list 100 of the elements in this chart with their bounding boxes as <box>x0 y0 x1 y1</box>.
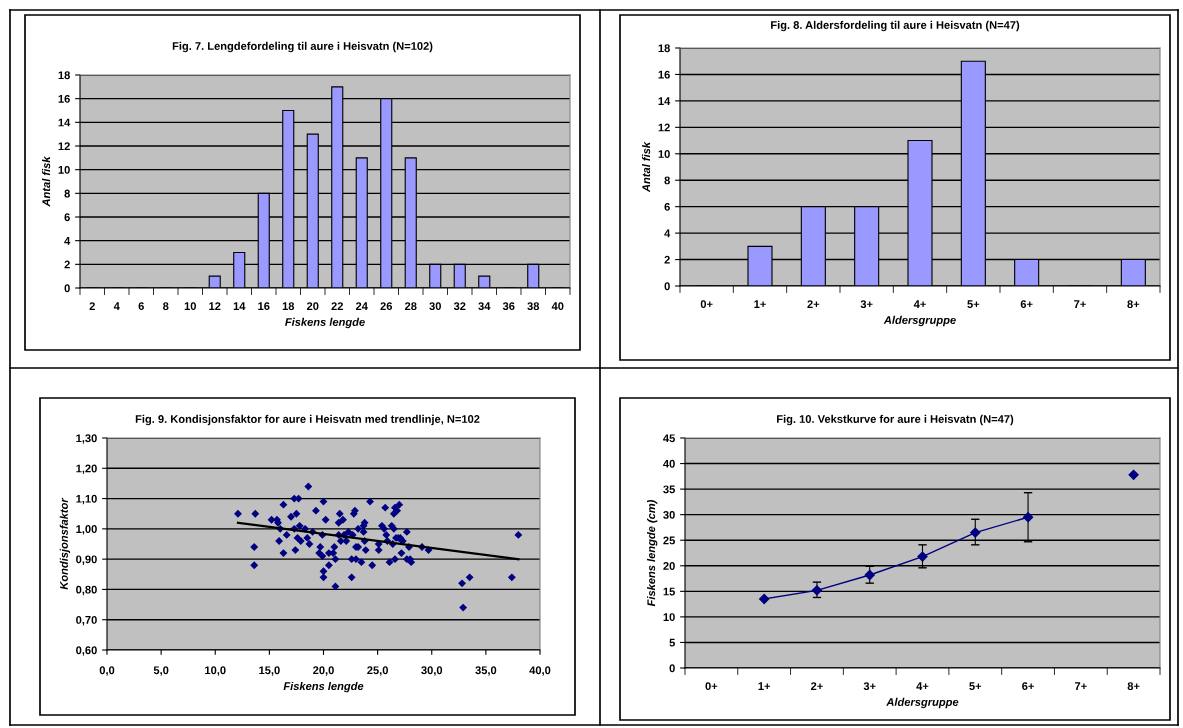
y-axis-title: Antal fisk <box>642 141 651 193</box>
x-axis-title: Aldersgruppe <box>886 697 959 709</box>
y-tick-label: 4 <box>64 237 71 245</box>
x-tick-label: 7+ <box>1074 300 1086 308</box>
x-tick-label: 6+ <box>1022 682 1034 691</box>
x-tick-label: 8+ <box>1127 682 1140 691</box>
x-tick-label: 10,0 <box>205 666 226 676</box>
y-tick-label: 0,80 <box>76 585 97 596</box>
x-tick-label: 34 <box>478 302 491 311</box>
x-tick-label: 4+ <box>913 300 926 308</box>
y-tick-label: 16 <box>658 70 670 79</box>
point <box>864 569 875 581</box>
y-tick-label: 1,20 <box>76 464 97 475</box>
y-axis-title: Antal fisk <box>42 156 51 207</box>
y-tick-label: 12 <box>658 123 670 132</box>
y-tick-label: 1,00 <box>76 525 97 535</box>
x-axis-title: Fiskens lengde <box>285 317 365 329</box>
point <box>917 551 928 562</box>
y-tick-label: 0 <box>64 284 70 293</box>
x-tick-label: 1+ <box>758 682 771 690</box>
x-tick-label: 6 <box>138 302 144 311</box>
y-tick-label: 8 <box>64 189 70 198</box>
x-tick-label: 20,0 <box>313 666 334 676</box>
x-tick-label: 36 <box>502 302 515 311</box>
chart-title: Fig. 7. Lengdefordeling til aure i Heisvatn (N=102) <box>172 41 433 53</box>
chart-title: Fig. 10. Vekstkurve for aure i Heisvatn (N=47) <box>777 414 1014 426</box>
x-tick-label: 16 <box>258 302 270 311</box>
x-tick-label: 26 <box>380 302 393 311</box>
y-tick-label: 30 <box>663 510 675 519</box>
y-tick-label: 35 <box>663 485 675 494</box>
x-tick-label: 5,0 <box>153 666 169 676</box>
chart-title: Fig. 8. Aldersfordeling til aure i Heisvatn (N=47) <box>771 20 1020 32</box>
y-axis-title: Fiskens lengde (cm) <box>647 499 658 607</box>
x-tick-label: 2+ <box>811 682 823 690</box>
point <box>759 593 770 605</box>
x-tick-label: 24 <box>355 302 368 310</box>
y-tick-label: 2 <box>664 255 670 264</box>
y-tick-label: 8 <box>664 176 670 185</box>
point <box>1128 469 1139 480</box>
y-tick-label: 10 <box>663 613 675 622</box>
y-tick-label: 15 <box>663 587 675 596</box>
x-tick-label: 0+ <box>705 682 718 691</box>
x-tick-label: 30 <box>429 302 441 311</box>
x-tick-label: 3+ <box>860 300 873 309</box>
y-tick-label: 1,30 <box>76 434 97 444</box>
y-tick-label: 25 <box>663 536 675 545</box>
y-tick-label: 0,60 <box>76 646 97 656</box>
y-tick-label: 10 <box>658 150 670 158</box>
y-tick-label: 20 <box>663 562 675 570</box>
x-tick-label: 6+ <box>1020 300 1033 309</box>
y-tick-label: 14 <box>658 97 671 105</box>
x-tick-label: 38 <box>527 302 540 311</box>
y-tick-label: 16 <box>58 94 70 103</box>
x-tick-label: 8+ <box>1127 300 1140 309</box>
chart-title: Fig. 9. Kondisjonsfaktor for aure i Heisvatn med trendlinje, N=102 <box>135 414 480 426</box>
x-tick-label: 0,0 <box>99 666 115 676</box>
x-tick-label: 8 <box>163 302 169 311</box>
x-tick-label: 15,0 <box>259 666 280 676</box>
x-tick-label: 12 <box>209 302 221 310</box>
x-tick-label: 4+ <box>916 682 929 690</box>
x-tick-label: 20 <box>306 302 319 311</box>
y-tick-label: 0,70 <box>76 615 97 626</box>
x-tick-label: 0+ <box>700 300 713 309</box>
y-tick-label: 14 <box>58 118 71 127</box>
y-axis-title: Kondisjonsfaktor <box>59 497 71 590</box>
y-tick-label: 0 <box>664 282 670 291</box>
y-tick-label: 18 <box>58 71 70 80</box>
y-tick-label: 5 <box>669 638 675 647</box>
x-tick-label: 4 <box>113 302 120 310</box>
x-tick-label: 18 <box>282 302 295 311</box>
y-tick-label: 10 <box>58 165 70 174</box>
point <box>1022 512 1034 523</box>
x-axis-title: Fiskens lengde <box>283 681 364 693</box>
x-tick-label: 30,0 <box>421 666 443 676</box>
x-tick-label: 10 <box>184 302 196 311</box>
x-axis-title: Aldersgruppe <box>883 315 956 327</box>
point <box>811 585 823 596</box>
x-tick-label: 2+ <box>807 300 820 308</box>
x-tick-label: 32 <box>453 302 466 311</box>
y-tick-label: 0 <box>669 664 675 673</box>
x-tick-label: 40,0 <box>529 666 551 676</box>
y-tick-label: 12 <box>58 142 70 151</box>
y-tick-label: 6 <box>64 213 70 222</box>
point <box>970 527 981 538</box>
x-tick-label: 5+ <box>969 682 982 691</box>
y-tick-label: 18 <box>658 44 670 53</box>
y-tick-label: 6 <box>664 202 670 211</box>
y-tick-label: 45 <box>663 434 675 443</box>
x-tick-label: 35,0 <box>475 666 497 676</box>
x-tick-label: 40 <box>551 302 564 311</box>
y-tick-label: 1,10 <box>76 494 97 505</box>
x-tick-label: 28 <box>404 302 417 311</box>
x-tick-label: 3+ <box>863 682 876 691</box>
x-tick-label: 7+ <box>1074 682 1087 690</box>
y-tick-label: 40 <box>663 459 675 468</box>
y-tick-label: 0,90 <box>76 555 97 565</box>
x-tick-label: 1+ <box>754 300 766 308</box>
y-tick-label: 4 <box>664 229 671 238</box>
x-tick-label: 22 <box>331 302 343 310</box>
y-tick-label: 2 <box>64 260 70 269</box>
